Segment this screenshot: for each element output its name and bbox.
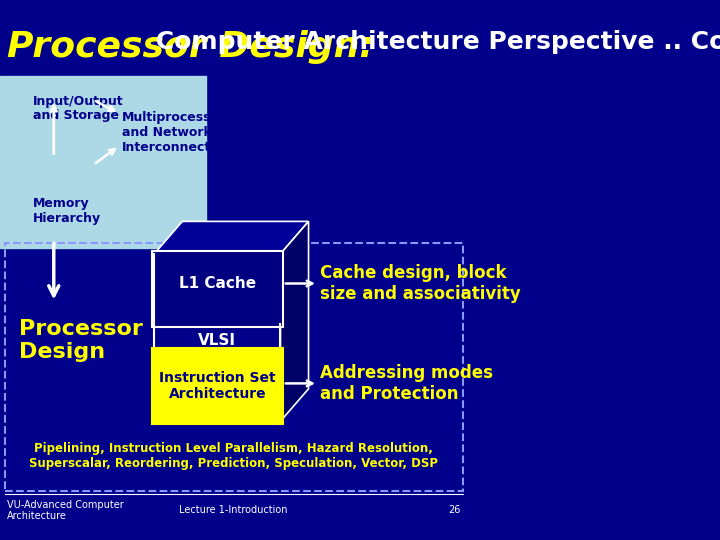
FancyBboxPatch shape [152, 251, 283, 327]
Polygon shape [281, 221, 309, 421]
Text: Cache design, block
size and associativity: Cache design, block size and associativi… [320, 264, 521, 303]
Text: Processor
Design: Processor Design [19, 319, 143, 362]
Text: Memory
Hierarchy: Memory Hierarchy [32, 197, 101, 225]
Text: Addressing modes
and Protection: Addressing modes and Protection [320, 364, 493, 403]
Text: Pipelining, Instruction Level Parallelism, Hazard Resolution,
Superscalar, Reord: Pipelining, Instruction Level Parallelis… [30, 442, 438, 470]
Text: VU-Advanced Computer
Architecture: VU-Advanced Computer Architecture [7, 500, 124, 521]
Text: 26: 26 [448, 505, 461, 515]
FancyBboxPatch shape [0, 76, 206, 248]
Text: Processor Design:: Processor Design: [7, 30, 374, 64]
Polygon shape [154, 221, 309, 254]
Text: Input/Output
and Storage: Input/Output and Storage [32, 94, 123, 123]
Text: Multiprocessor
and Network
Interconnection: Multiprocessor and Network Interconnecti… [122, 111, 233, 154]
Text: VLSI: VLSI [199, 333, 236, 348]
FancyBboxPatch shape [152, 348, 283, 424]
Text: Lecture 1-Introduction: Lecture 1-Introduction [179, 505, 288, 515]
Text: L1 Cache: L1 Cache [179, 276, 256, 291]
Text: Instruction Set
Architecture: Instruction Set Architecture [159, 371, 276, 401]
Text: Computer Architecture Perspective .. Cont'd: Computer Architecture Perspective .. Con… [148, 30, 720, 53]
